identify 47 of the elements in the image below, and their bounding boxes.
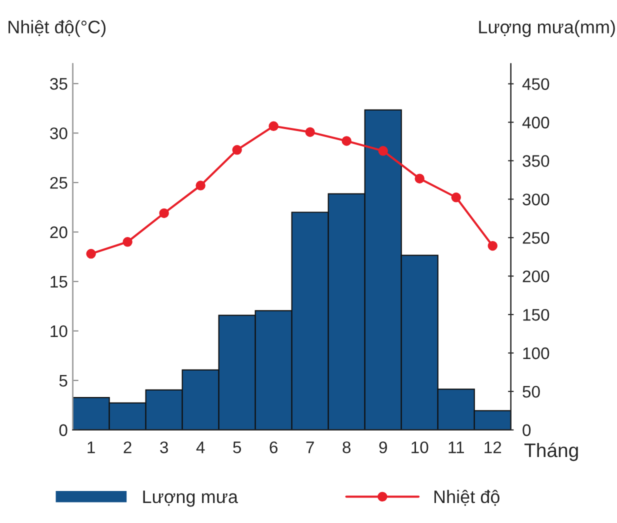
y-tick-label: 25 xyxy=(50,176,68,189)
y2-tick-label: 300 xyxy=(522,194,550,206)
y-tick-label: 30 xyxy=(50,127,68,140)
point xyxy=(122,237,132,247)
x-tick-label: 12 xyxy=(484,441,502,454)
y2-tick-label: 0 xyxy=(522,424,531,436)
y-axis-title: Nhiệt độ(°C) xyxy=(8,20,106,37)
point xyxy=(232,145,242,155)
x-tick-label: 7 xyxy=(306,442,314,454)
legend-label: Nhiệt độ xyxy=(434,490,500,506)
x-tick-label: 1 xyxy=(88,442,95,454)
x-tick-label: 8 xyxy=(342,441,351,454)
x-tick-label: 10 xyxy=(412,441,428,454)
point xyxy=(342,136,352,146)
x-axis-title: Tháng xyxy=(524,442,578,462)
y-tick-label: 15 xyxy=(50,276,68,288)
x-tick-label: 11 xyxy=(448,442,464,454)
point xyxy=(86,248,96,259)
point xyxy=(488,241,498,251)
y2-tick-label: 150 xyxy=(523,308,550,321)
point xyxy=(268,121,278,132)
y2-tick-label: 250 xyxy=(522,232,550,244)
point xyxy=(378,146,388,156)
x-tick-label: 3 xyxy=(160,441,168,454)
y-tick-label: 35 xyxy=(50,78,68,90)
y2-axis-title: Lượng mưa(mm) xyxy=(479,20,615,37)
point xyxy=(196,180,206,190)
y-tick-label: 10 xyxy=(50,325,68,338)
point xyxy=(305,127,315,137)
y-tick-label: 20 xyxy=(50,226,68,238)
x-tick-label: 4 xyxy=(196,442,205,454)
y2-tick-label: 350 xyxy=(522,155,550,167)
y2-tick-label: 50 xyxy=(522,386,540,398)
y-tick-label: 0 xyxy=(59,424,68,436)
x-tick-label: 2 xyxy=(124,441,132,454)
point xyxy=(414,174,424,184)
y2-tick-label: 100 xyxy=(523,347,550,360)
y2-tick-label: 450 xyxy=(522,78,550,90)
x-tick-label: 9 xyxy=(379,441,387,454)
y-tick-label: 5 xyxy=(59,375,68,387)
x-tick-label: 6 xyxy=(270,441,278,454)
y2-tick-label: 200 xyxy=(522,270,550,282)
y2-tick-label: 400 xyxy=(522,116,550,128)
x-tick-label: 5 xyxy=(233,442,242,454)
point xyxy=(159,208,169,218)
legend-label: Lượng mưa xyxy=(143,490,238,507)
point xyxy=(451,192,461,202)
